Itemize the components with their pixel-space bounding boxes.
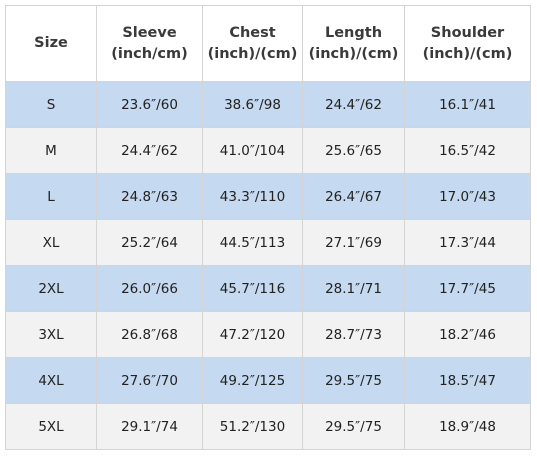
header-sleeve: Sleeve (inch/cm) (96, 5, 203, 82)
cell-length: 26.4″/67 (302, 173, 405, 220)
cell-chest: 45.7″/116 (202, 265, 303, 312)
cell-shoulder: 18.2″/46 (404, 311, 531, 358)
header-unit: (inch)/(cm) (308, 45, 399, 62)
header-length: Length (inch)/(cm) (302, 5, 405, 82)
cell-chest: 47.2″/120 (202, 311, 303, 358)
header-shoulder: Shoulder (inch)/(cm) (404, 5, 531, 82)
cell-sleeve: 24.4″/62 (96, 127, 203, 174)
cell-shoulder: 16.1″/41 (404, 81, 531, 128)
cell-chest: 41.0″/104 (202, 127, 303, 174)
table-row: M 24.4″/62 41.0″/104 25.6″/65 16.5″/42 (5, 127, 531, 174)
cell-sleeve: 23.6″/60 (96, 81, 203, 128)
header-label: Chest (229, 24, 276, 41)
cell-sleeve: 26.0″/66 (96, 265, 203, 312)
cell-chest: 43.3″/110 (202, 173, 303, 220)
cell-size: L (5, 173, 97, 220)
cell-shoulder: 17.0″/43 (404, 173, 531, 220)
table-row: S 23.6″/60 38.6″/98 24.4″/62 16.1″/41 (5, 81, 531, 128)
table-row: L 24.8″/63 43.3″/110 26.4″/67 17.0″/43 (5, 173, 531, 220)
table-row: 4XL 27.6″/70 49.2″/125 29.5″/75 18.5″/47 (5, 357, 531, 404)
table-row: 5XL 29.1″/74 51.2″/130 29.5″/75 18.9″/48 (5, 403, 531, 450)
cell-sleeve: 27.6″/70 (96, 357, 203, 404)
cell-size: S (5, 81, 97, 128)
cell-chest: 38.6″/98 (202, 81, 303, 128)
cell-chest: 44.5″/113 (202, 219, 303, 266)
header-label: Sleeve (122, 24, 177, 41)
cell-sleeve: 29.1″/74 (96, 403, 203, 450)
cell-length: 27.1″/69 (302, 219, 405, 266)
header-label: Shoulder (430, 24, 505, 41)
cell-length: 29.5″/75 (302, 357, 405, 404)
cell-length: 29.5″/75 (302, 403, 405, 450)
cell-length: 25.6″/65 (302, 127, 405, 174)
cell-shoulder: 16.5″/42 (404, 127, 531, 174)
cell-sleeve: 24.8″/63 (96, 173, 203, 220)
cell-size: XL (5, 219, 97, 266)
header-label: Length (324, 24, 383, 41)
cell-size: 3XL (5, 311, 97, 358)
cell-sleeve: 25.2″/64 (96, 219, 203, 266)
table-body: S 23.6″/60 38.6″/98 24.4″/62 16.1″/41 M 24.4″/… (5, 81, 531, 450)
table-row: 3XL 26.8″/68 47.2″/120 28.7″/73 18.2″/46 (5, 311, 531, 358)
cell-sleeve: 26.8″/68 (96, 311, 203, 358)
cell-size: 2XL (5, 265, 97, 312)
cell-shoulder: 17.7″/45 (404, 265, 531, 312)
cell-chest: 51.2″/130 (202, 403, 303, 450)
cell-size: 5XL (5, 403, 97, 450)
header-chest: Chest (inch)/(cm) (202, 5, 303, 82)
size-table: Size Sleeve (inch/cm) Chest (inch)/(cm) … (5, 5, 531, 450)
table-row: 2XL 26.0″/66 45.7″/116 28.1″/71 17.7″/45 (5, 265, 531, 312)
cell-length: 28.7″/73 (302, 311, 405, 358)
cell-size: M (5, 127, 97, 174)
table-header-row: Size Sleeve (inch/cm) Chest (inch)/(cm) … (5, 5, 531, 82)
header-unit: (inch)/(cm) (207, 45, 298, 62)
header-size: Size (5, 5, 97, 82)
cell-shoulder: 17.3″/44 (404, 219, 531, 266)
cell-length: 28.1″/71 (302, 265, 405, 312)
header-unit: (inch/cm) (111, 45, 188, 62)
header-unit: (inch)/(cm) (422, 45, 513, 62)
cell-chest: 49.2″/125 (202, 357, 303, 404)
header-label: Size (34, 35, 68, 51)
cell-shoulder: 18.9″/48 (404, 403, 531, 450)
cell-shoulder: 18.5″/47 (404, 357, 531, 404)
cell-size: 4XL (5, 357, 97, 404)
cell-length: 24.4″/62 (302, 81, 405, 128)
table-row: XL 25.2″/64 44.5″/113 27.1″/69 17.3″/44 (5, 219, 531, 266)
